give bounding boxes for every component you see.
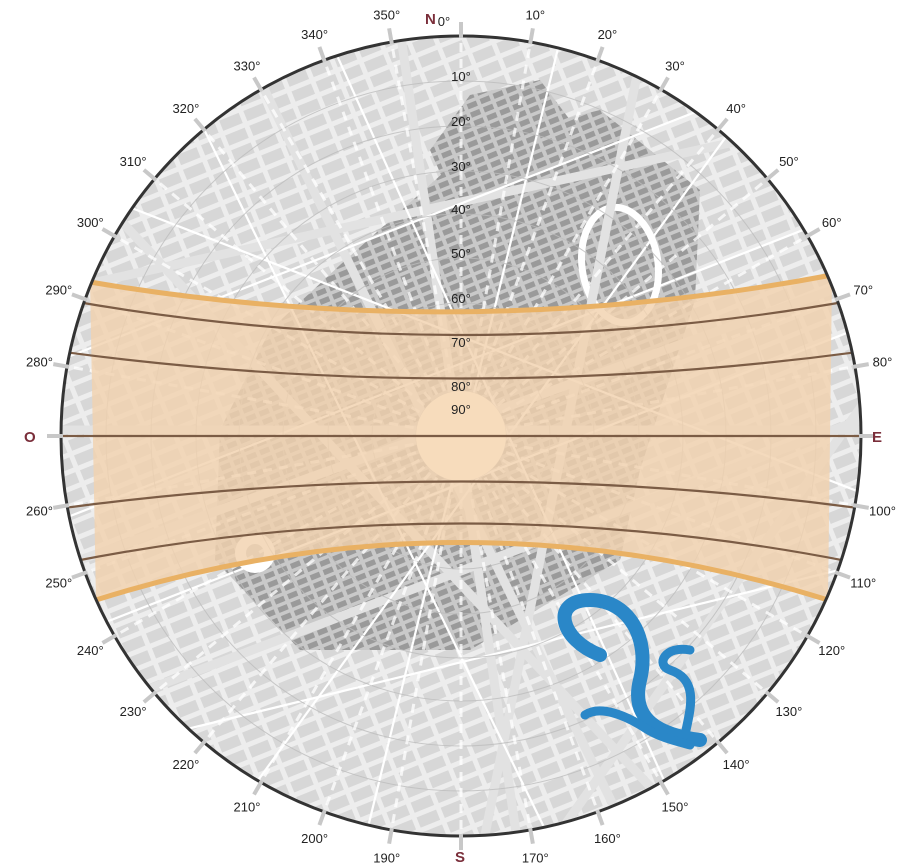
azimuth-tick xyxy=(804,227,821,239)
azimuth-label: 340° xyxy=(301,27,328,42)
altitude-label: 60° xyxy=(451,291,471,306)
azimuth-label: 40° xyxy=(726,101,746,116)
azimuth-tick xyxy=(715,117,729,133)
azimuth-labels: 0° 10° 20° 30° 40° 50° 60° 70° 80° 100° 110° 120° 13… xyxy=(26,8,896,865)
azimuth-label: 310° xyxy=(120,154,147,169)
altitude-label: 80° xyxy=(451,379,471,394)
wind-gust-icon xyxy=(557,592,707,750)
azimuth-tick xyxy=(658,779,670,796)
azimuth-label: 70° xyxy=(853,283,873,298)
azimuth-tick xyxy=(764,168,780,182)
azimuth-tick xyxy=(658,76,670,93)
azimuth-tick xyxy=(71,292,88,302)
cardinal-east: E xyxy=(872,429,882,446)
azimuth-tick xyxy=(317,46,327,63)
azimuth-label: 260° xyxy=(26,503,53,518)
band-upper-edge xyxy=(89,272,833,315)
azimuth-tick xyxy=(252,779,264,796)
azimuth-tick xyxy=(764,690,780,704)
azimuth-label: 160° xyxy=(594,831,621,846)
altitude-label: 90° xyxy=(451,402,471,417)
azimuth-label: 170° xyxy=(522,851,549,865)
azimuth-label: 140° xyxy=(723,757,750,772)
azimuth-tick xyxy=(852,503,870,510)
cardinal-south: S xyxy=(455,849,465,865)
azimuth-label: 300° xyxy=(77,215,104,230)
azimuth-tick xyxy=(317,809,327,826)
azimuth-tick xyxy=(387,27,394,45)
altitude-label: 10° xyxy=(451,69,471,84)
azimuth-tick xyxy=(71,570,88,580)
azimuth-tick xyxy=(252,76,264,93)
altitude-label: 50° xyxy=(451,246,471,261)
azimuth-tick xyxy=(528,827,535,845)
azimuth-label: 320° xyxy=(172,101,199,116)
azimuth-label: 130° xyxy=(775,704,802,719)
azimuth-label: 100° xyxy=(869,503,896,518)
azimuth-tick xyxy=(52,503,70,510)
azimuth-label: 250° xyxy=(45,575,72,590)
sun-path-line-2 xyxy=(63,350,859,380)
azimuth-label: 280° xyxy=(26,355,53,370)
azimuth-tick xyxy=(101,633,118,645)
azimuth-label: 220° xyxy=(172,757,199,772)
azimuth-label: 150° xyxy=(662,800,689,815)
azimuth-label: 30° xyxy=(665,58,685,73)
azimuth-label: 350° xyxy=(373,8,400,23)
azimuth-tick xyxy=(52,362,70,369)
sun-path-line-1 xyxy=(65,298,856,337)
azimuth-label: 80° xyxy=(873,355,893,370)
azimuth-label: 10° xyxy=(525,8,545,23)
altitude-labels: 10° 20° 30° 40° 50° 60° 70° 80° 90° xyxy=(451,69,471,417)
azimuth-label: 230° xyxy=(120,704,147,719)
azimuth-tick xyxy=(528,27,535,45)
azimuth-tick xyxy=(834,292,851,302)
azimuth-tick xyxy=(193,117,207,133)
azimuth-tick xyxy=(834,570,851,580)
azimuth-tick xyxy=(142,690,158,704)
azimuth-tick xyxy=(193,739,207,755)
azimuth-tick xyxy=(101,227,118,239)
azimuth-label: 20° xyxy=(598,27,618,42)
azimuth-ticks xyxy=(47,22,875,850)
azimuth-tick xyxy=(387,827,394,845)
azimuth-label: 290° xyxy=(45,283,72,298)
altitude-label: 40° xyxy=(451,202,471,217)
cardinal-north: N xyxy=(425,11,436,28)
azimuth-label: 330° xyxy=(234,58,261,73)
altitude-label: 30° xyxy=(451,159,471,174)
azimuth-tick xyxy=(715,739,729,755)
sun-path-band xyxy=(62,272,860,603)
band-lower-edge xyxy=(95,540,829,603)
azimuth-label: 120° xyxy=(818,643,845,658)
azimuth-label: 210° xyxy=(234,800,261,815)
azimuth-tick xyxy=(804,633,821,645)
azimuth-label: 50° xyxy=(779,154,799,169)
azimuth-label: 110° xyxy=(850,575,876,590)
azimuth-tick xyxy=(852,362,870,369)
altitude-label: 20° xyxy=(451,114,471,129)
azimuth-tick xyxy=(595,46,605,63)
azimuth-label: 0° xyxy=(438,14,450,29)
azimuth-label: 240° xyxy=(77,643,104,658)
azimuth-label: 190° xyxy=(373,851,400,865)
azimuth-label: 200° xyxy=(301,831,328,846)
azimuth-tick xyxy=(595,809,605,826)
sun-path-line-5 xyxy=(69,522,853,564)
azimuth-tick xyxy=(142,168,158,182)
azimuth-label: 60° xyxy=(822,215,842,230)
cardinal-west: O xyxy=(24,429,36,446)
altitude-label: 70° xyxy=(451,335,471,350)
sun-path-line-4 xyxy=(63,480,859,510)
